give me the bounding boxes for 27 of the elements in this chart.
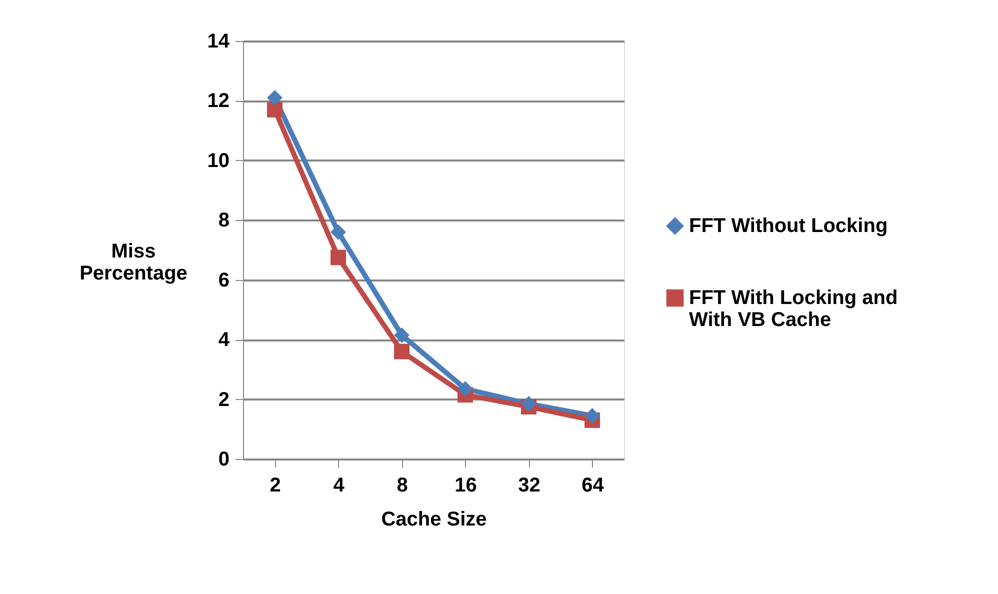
y-tick-label: 8: [218, 210, 230, 232]
y-tick-label: 10: [207, 150, 230, 172]
point: [521, 396, 536, 412]
y-axis-title: Miss Percentage: [80, 240, 188, 284]
y-tick-label: 6: [218, 269, 230, 292]
y-tick-label: 14: [207, 30, 230, 52]
point: [394, 344, 410, 360]
point: [267, 102, 282, 118]
y-tick-label: 0: [218, 448, 230, 470]
point: [330, 224, 346, 240]
x-tick-label: 4: [333, 474, 346, 496]
x-tick-label: 32: [518, 474, 540, 496]
y-tick-label: 4: [218, 329, 230, 352]
point: [458, 381, 473, 397]
legend-label: FFT Without Locking: [689, 215, 888, 237]
x-tick-label: 64: [582, 474, 605, 496]
point: [584, 408, 600, 424]
legend-label: FFT With Locking and With VB Cache: [689, 287, 898, 331]
point: [394, 327, 410, 343]
x-tick-label: 16: [454, 474, 477, 496]
y-tick-label: 2: [218, 388, 230, 411]
x-tick-label: 8: [396, 474, 408, 496]
y-tick-label: 12: [207, 90, 230, 112]
point: [267, 90, 282, 106]
point: [330, 250, 346, 266]
x-tick-label: 2: [270, 474, 281, 496]
x-axis-title: Cache Size: [381, 508, 487, 530]
